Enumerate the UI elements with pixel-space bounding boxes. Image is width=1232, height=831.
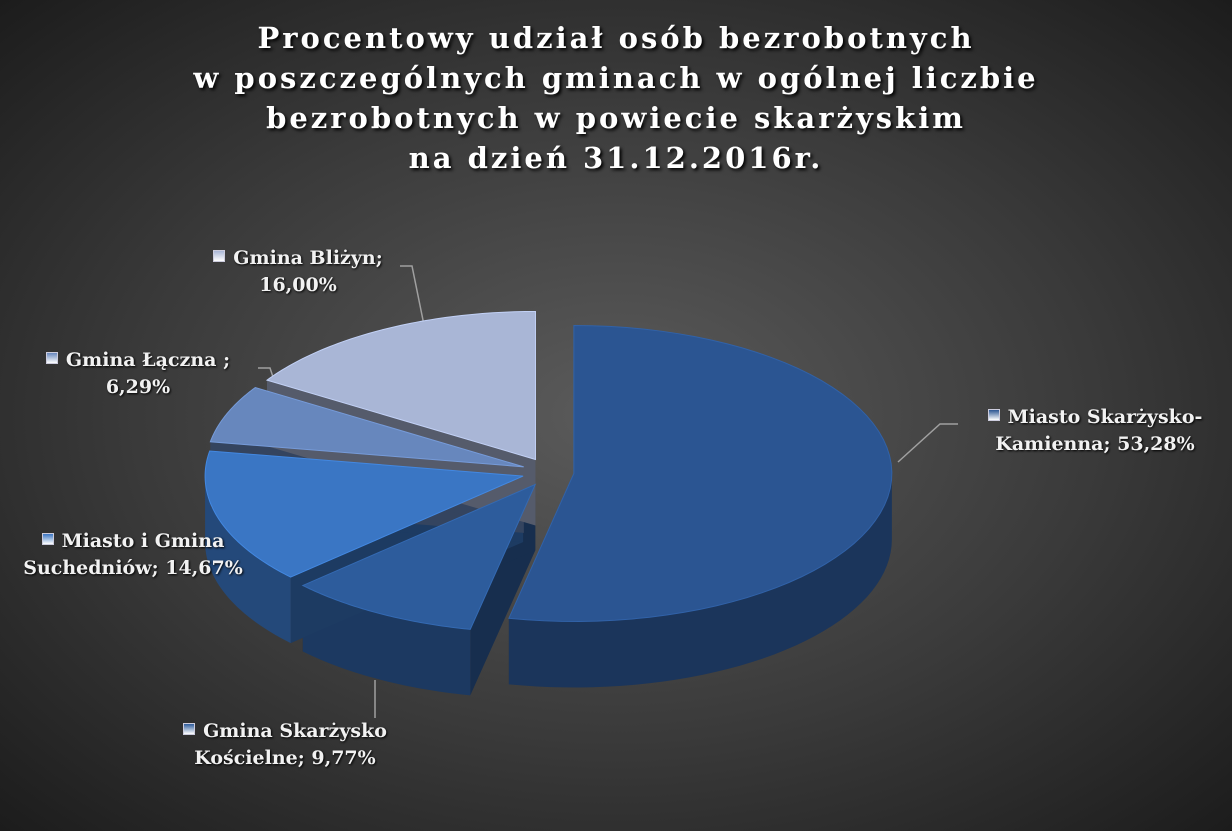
slice <box>265 310 536 461</box>
leader-line <box>897 423 958 463</box>
category-label: Gmina Łączna ; <box>65 349 231 371</box>
label-marker <box>183 723 196 735</box>
value-label: 9,77% <box>311 747 376 769</box>
pie-tops <box>204 310 893 630</box>
value-label: 6,29% <box>105 376 171 398</box>
leader-line <box>400 265 426 331</box>
label-marker <box>213 250 226 262</box>
title-line: w poszczególnych gminach w ogólnej liczb… <box>193 61 1039 95</box>
value-label: 53,28% <box>1117 433 1195 455</box>
category-label: Gmina Bliżyn; <box>233 247 383 269</box>
slice <box>508 324 893 622</box>
category-label: Miasto i Gmina Suchedniów; <box>23 530 225 579</box>
category-label: Gmina Skarżysko Kościelne; <box>194 720 387 769</box>
slice-side <box>508 473 892 688</box>
value-label: 16,00% <box>259 274 337 296</box>
label-marker <box>41 533 54 545</box>
title-line: bezrobotnych w powiecie skarżyskim <box>266 101 966 135</box>
title-line: na dzień 31.12.2016r. <box>408 141 824 175</box>
value-label: 14,67% <box>165 557 243 579</box>
data-label: Gmina Skarżysko Kościelne; 9,77% <box>150 718 420 772</box>
data-label: Miasto i Gmina Suchedniów; 14,67% <box>18 528 248 582</box>
title-line: Procentowy udział osób bezrobotnych <box>257 21 975 55</box>
data-label: Gmina Łączna ; 6,29% <box>18 347 258 401</box>
category-label: Miasto Skarżysko-Kamienna; <box>995 406 1203 455</box>
slice <box>209 386 524 468</box>
slice <box>204 450 524 578</box>
slice <box>301 483 537 630</box>
label-marker <box>987 409 1000 421</box>
data-label: Miasto Skarżysko-Kamienna; 53,28% <box>960 404 1230 458</box>
slice-side <box>205 476 291 644</box>
data-label: Gmina Bliżyn; 16,00% <box>188 245 408 299</box>
label-marker <box>45 352 58 364</box>
chart-title: Procentowy udział osób bezrobotnych w pos… <box>0 18 1232 178</box>
